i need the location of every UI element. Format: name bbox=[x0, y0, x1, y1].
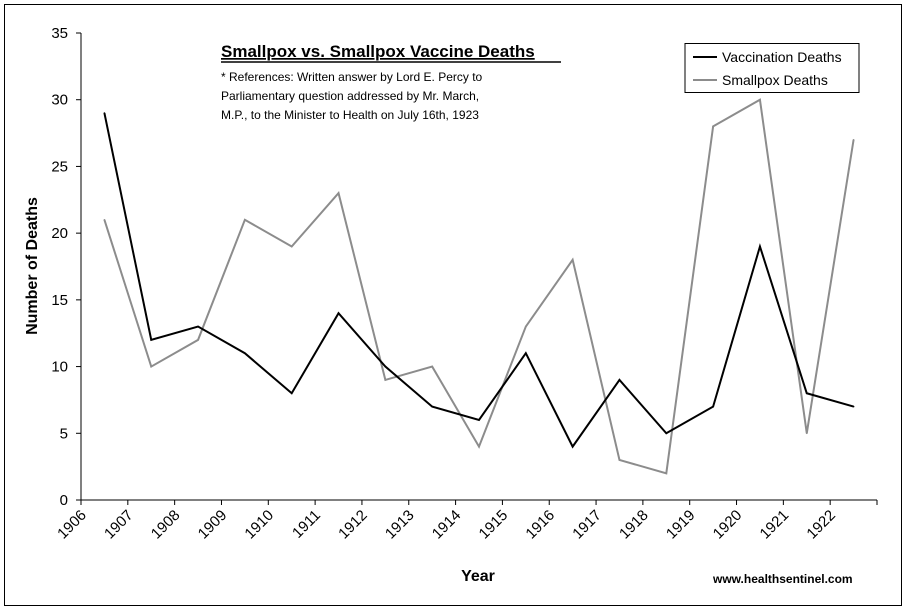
credit-text: www.healthsentinel.com bbox=[712, 572, 853, 586]
series-1-point bbox=[665, 472, 668, 475]
series-1-point bbox=[712, 125, 714, 128]
series-0-point bbox=[290, 392, 293, 395]
series-1-point bbox=[337, 192, 340, 194]
y-tick-label: 20 bbox=[51, 225, 68, 242]
reference-note: * References: Written answer by Lord E. … bbox=[221, 70, 483, 122]
y-tick-label: 15 bbox=[51, 292, 68, 309]
series-0-point bbox=[337, 312, 340, 315]
series-1-point bbox=[618, 459, 621, 461]
series-0-point bbox=[665, 432, 668, 435]
y-tick-label: 30 bbox=[51, 92, 68, 109]
series-1-point bbox=[571, 259, 574, 261]
chart-title: Smallpox vs. Smallpox Vaccine Deaths bbox=[221, 42, 535, 61]
series-1-point bbox=[290, 245, 293, 248]
legend-label-1: Smallpox Deaths bbox=[722, 72, 828, 88]
series-0-point bbox=[244, 352, 246, 355]
series-1-point bbox=[150, 365, 153, 368]
legend-label-0: Vaccination Deaths bbox=[722, 49, 842, 65]
series-1-point bbox=[244, 219, 246, 221]
series-0-point bbox=[478, 419, 480, 421]
legend: Vaccination Deaths Smallpox Deaths bbox=[684, 43, 860, 93]
y-tick-label: 0 bbox=[60, 492, 68, 509]
series-0-point bbox=[571, 445, 574, 448]
series-0-point bbox=[384, 365, 387, 368]
y-tick-label: 10 bbox=[51, 359, 68, 376]
series-0-point bbox=[197, 325, 199, 328]
reference-note-line: Parliamentary question addressed by Mr. … bbox=[221, 89, 479, 103]
series-1-point bbox=[197, 339, 199, 341]
series-layer bbox=[103, 98, 855, 475]
y-tick-label: 35 bbox=[51, 25, 68, 42]
y-axis-title: Number of Deaths bbox=[24, 197, 41, 335]
series-1-point bbox=[852, 138, 855, 141]
series-0-point bbox=[852, 405, 855, 408]
series-0-point bbox=[712, 405, 714, 408]
series-1-point bbox=[431, 365, 433, 368]
series-1-point bbox=[384, 379, 387, 381]
y-tick-label: 5 bbox=[60, 425, 68, 442]
series-1-point bbox=[805, 432, 808, 435]
series-0-point bbox=[805, 392, 808, 395]
series-1-point bbox=[525, 325, 527, 328]
reference-note-line: * References: Written answer by Lord E. … bbox=[221, 70, 483, 84]
reference-note-line: M.P., to the Minister to Health on July … bbox=[221, 108, 479, 122]
series-0-point bbox=[525, 352, 527, 355]
axes bbox=[80, 33, 877, 501]
series-0-point bbox=[431, 405, 433, 408]
series-0-point bbox=[618, 379, 621, 381]
series-1-point bbox=[478, 445, 480, 448]
y-ticks: 0 5 10 15 20 25 30 35 bbox=[51, 25, 81, 509]
x-axis-title: Year bbox=[461, 568, 495, 585]
legend-box bbox=[684, 43, 860, 93]
series-0-point bbox=[759, 245, 761, 248]
series-0-point bbox=[103, 112, 106, 114]
series-1-point bbox=[103, 219, 106, 221]
y-tick-label: 25 bbox=[51, 158, 68, 175]
series-0-point bbox=[150, 339, 153, 341]
series-1-point bbox=[759, 98, 761, 101]
